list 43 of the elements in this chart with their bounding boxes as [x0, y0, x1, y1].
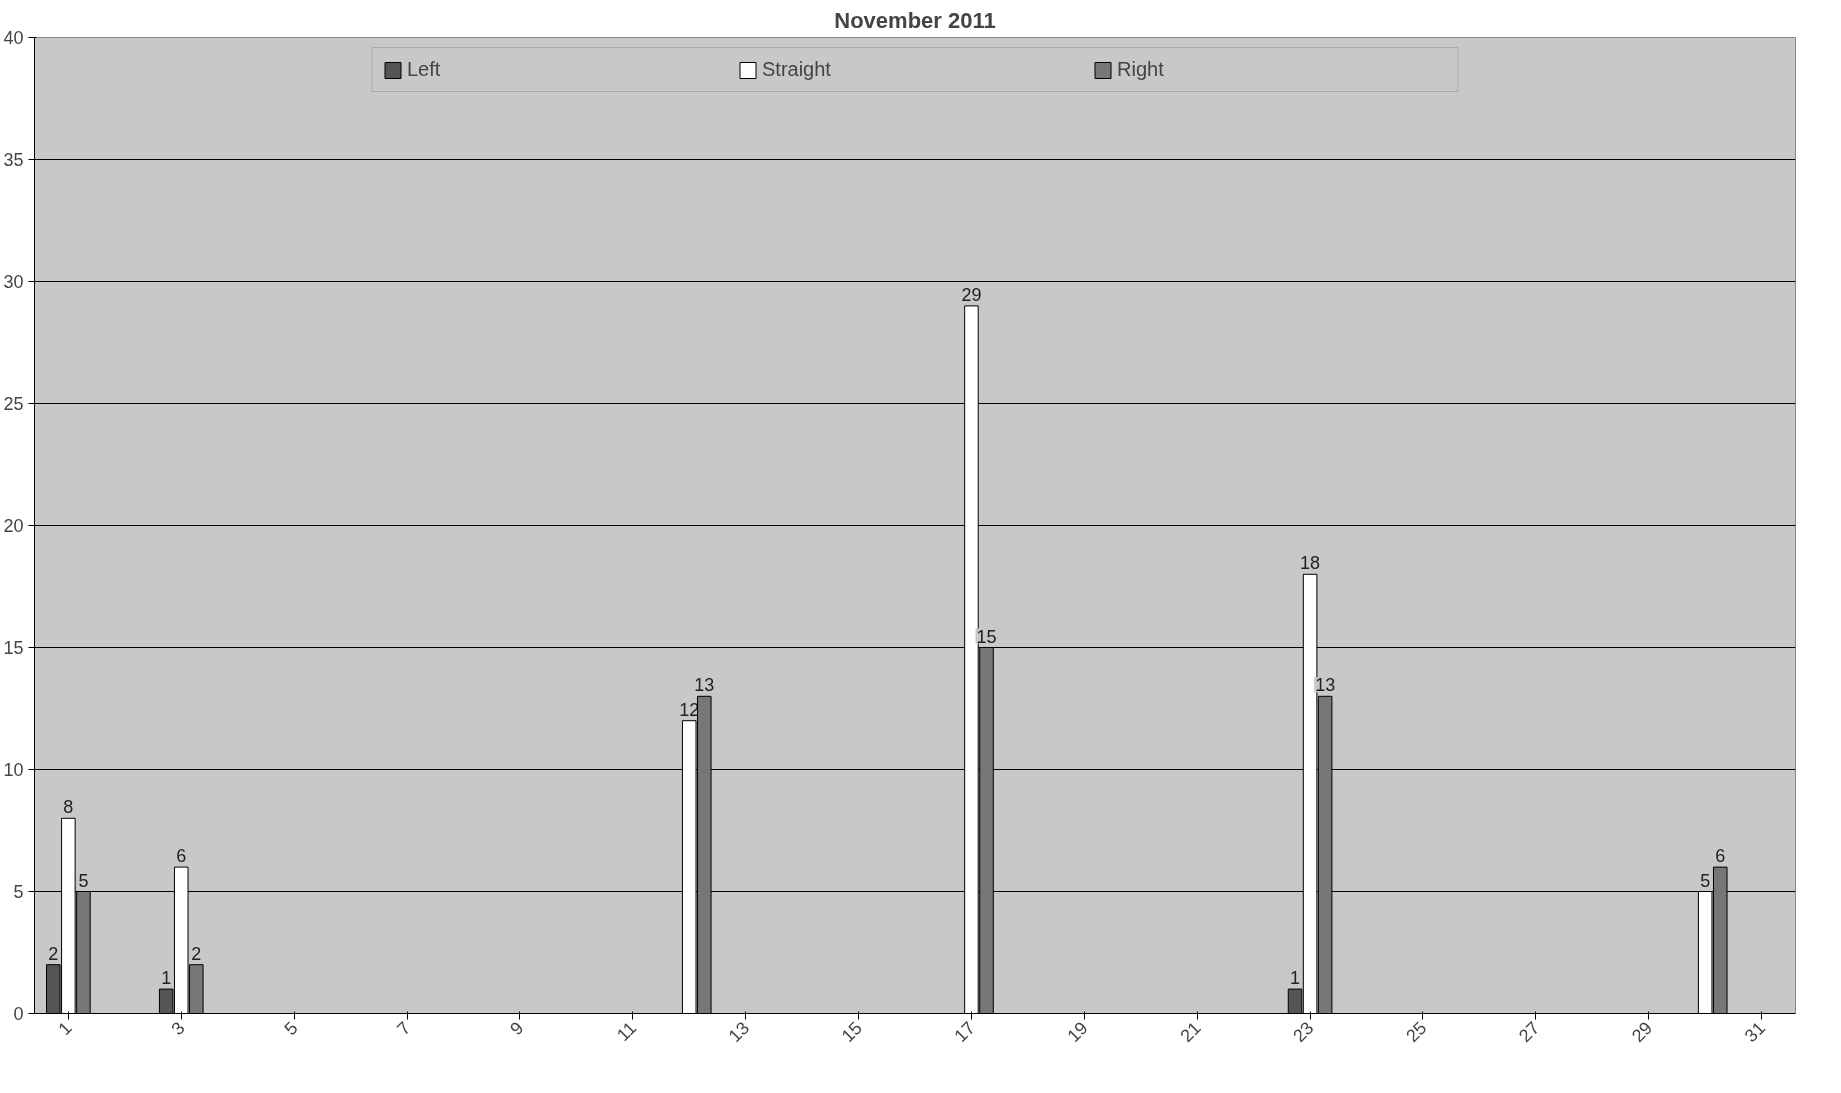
x-tick-label: 21 — [1176, 1017, 1205, 1047]
x-tick-label: 19 — [1063, 1017, 1092, 1047]
x-tick-label: 31 — [1740, 1017, 1770, 1047]
data-label: 2 — [191, 943, 202, 964]
data-label: 6 — [1715, 846, 1726, 867]
y-tick-label: 40 — [3, 28, 24, 48]
x-tick-label: 29 — [1627, 1017, 1657, 1047]
data-label: 15 — [976, 626, 997, 647]
data-label: 13 — [1315, 675, 1336, 696]
legend-label: Right — [1117, 58, 1165, 81]
x-tick-label: 17 — [950, 1017, 979, 1047]
x-tick-label: 15 — [837, 1017, 866, 1047]
y-tick-label: 0 — [13, 1004, 24, 1024]
chart-title: November 2011 — [834, 7, 996, 33]
x-tick-label: 5 — [280, 1017, 302, 1039]
data-label: 6 — [176, 846, 187, 867]
x-tick-label: 13 — [724, 1017, 754, 1047]
y-tick-label: 25 — [3, 394, 24, 414]
x-tick-label: 1 — [54, 1017, 76, 1039]
x-tick-label: 27 — [1514, 1017, 1544, 1047]
y-tick-label: 30 — [3, 272, 24, 292]
y-tick-label: 5 — [13, 882, 24, 902]
y-tick-label: 15 — [3, 638, 24, 658]
x-tick-label: 11 — [612, 1017, 641, 1046]
data-label: 13 — [694, 675, 715, 696]
x-tick-label: 7 — [393, 1017, 415, 1039]
data-label: 29 — [961, 284, 982, 305]
x-tick-label: 3 — [167, 1017, 189, 1039]
data-label: 8 — [63, 797, 74, 818]
y-tick-label: 10 — [3, 760, 24, 780]
legend-label: Straight — [762, 58, 832, 81]
x-tick-label: 23 — [1289, 1017, 1318, 1047]
data-label: 2 — [48, 943, 59, 964]
y-tick-label: 35 — [3, 150, 24, 170]
x-tick-label: 25 — [1402, 1017, 1431, 1047]
data-label: 18 — [1300, 553, 1321, 574]
x-tick-label: 9 — [506, 1017, 528, 1039]
legend-label: Left — [407, 58, 442, 81]
data-label: 1 — [161, 968, 172, 989]
data-label: 1 — [1290, 968, 1301, 989]
y-tick-label: 20 — [3, 516, 24, 536]
data-label: 5 — [78, 870, 89, 891]
data-label: 5 — [1700, 870, 1711, 891]
